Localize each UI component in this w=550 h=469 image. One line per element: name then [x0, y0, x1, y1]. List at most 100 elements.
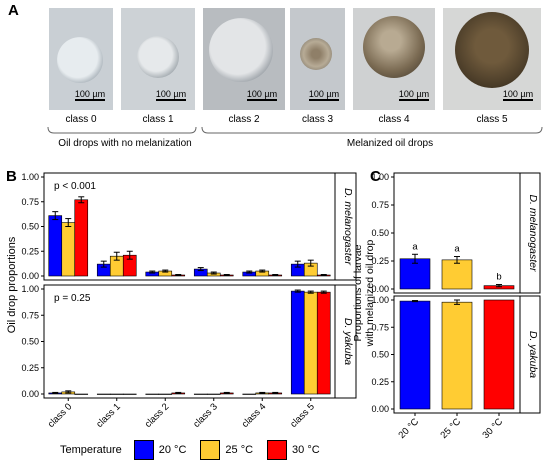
panel-b-facet-2-ytick-label: 0.75 — [21, 310, 39, 320]
panel-b-facet-2-bar — [145, 393, 160, 395]
panel-c-facet-1-significance-letter: a — [412, 241, 418, 252]
panel-b-facet-2-bar — [109, 393, 124, 395]
panel-b-xtick-label: class 0 — [46, 401, 75, 430]
panel-b-facet-2-ytick-label: 0.00 — [21, 389, 39, 399]
panel-c-facet-2-strip-label: D. yakuba — [527, 331, 539, 378]
image-label-class-4: class 4 — [378, 114, 410, 125]
panel-b-facet-2-bar — [242, 393, 257, 395]
panel-c-facet-2-ytick-label: 1.00 — [371, 295, 389, 305]
legend-item-20c: 20 °C — [133, 440, 186, 460]
legend-title: Temperature — [60, 444, 122, 456]
panel-b-facet-2-bar — [96, 393, 111, 395]
panel-c-facet-1-ytick-label: 0.00 — [371, 284, 389, 294]
scale-bar-class-3: 100 µm — [308, 89, 340, 101]
legend-swatch — [133, 440, 154, 460]
panel-c-facet-1-bar — [399, 258, 431, 290]
image-label-class-0: class 0 — [65, 114, 97, 125]
panel-c-ylabel: Proportions of larvaewith melanized oil … — [352, 239, 376, 347]
panel-b-facet-2-ytick-label: 0.50 — [21, 337, 39, 347]
panel-c-facet-2-ytick-label: 0.50 — [371, 350, 389, 360]
scale-bar-class-1: 100 µm — [155, 89, 187, 101]
panel-b-facet-2-ytick-label: 1.00 — [21, 284, 39, 294]
panel-b-facet-1-ytick-label: 1.00 — [21, 172, 39, 182]
panel-b-facet-2-plot-frame — [43, 284, 336, 399]
panel-c-letter: C — [370, 168, 381, 185]
legend-item-30c: 30 °C — [267, 440, 320, 460]
legend-swatch — [267, 440, 288, 460]
panel-b-facet-1-p-value: p < 0.001 — [54, 181, 96, 192]
panel-c-xtick-label: 20 °C — [396, 416, 421, 441]
panel-b-ylabel: Oil drop proportions — [6, 236, 18, 333]
panel-c-facet-1-strip-label: D. melanogaster — [527, 194, 539, 272]
panel-c-xtick-label: 25 °C — [438, 416, 463, 441]
panel-b-facet-1-bar — [61, 222, 76, 277]
legend: Temperature 20 °C 25 °C 30 °C — [60, 440, 328, 460]
panel-c-facet-2-ytick-label: 0.00 — [371, 404, 389, 414]
panel-c-facet-1-significance-letter: b — [496, 272, 501, 283]
oil-drop-image-class-4 — [353, 8, 435, 110]
panel-b-facet-2-bar — [74, 393, 89, 395]
panel-b-facet-1-plot-frame — [43, 172, 336, 281]
image-label-class-2: class 2 — [228, 114, 260, 125]
panel-b-xtick-label: class 5 — [288, 401, 317, 430]
panel-b-xtick-label: class 3 — [191, 401, 220, 430]
scale-bar-class-0: 100 µm — [74, 89, 106, 101]
panel-b-facet-1-bar — [48, 215, 63, 277]
scale-bar-class-2: 100 µm — [246, 89, 278, 101]
panel-b-facet-2-bar — [290, 290, 305, 395]
panel-b-facet-2-bar — [206, 393, 221, 395]
brace-no-melanization — [47, 126, 197, 134]
panel-b-facet-2-strip-label: D. yakuba — [342, 318, 354, 365]
panel-b-facet-1-ytick-label: 0.50 — [21, 222, 39, 232]
legend-item-25c: 25 °C — [200, 440, 253, 460]
oil-drop-image-class-1 — [121, 8, 195, 110]
panel-c-facet-2-ytick-label: 0.75 — [371, 322, 389, 332]
panel-b-facet-1-strip-label: D. melanogaster — [342, 188, 354, 266]
image-label-class-1: class 1 — [142, 114, 174, 125]
image-label-class-3: class 3 — [301, 114, 334, 125]
panel-c-facet-2-ytick-label: 0.25 — [371, 377, 389, 387]
panel-c-facet-1-ytick-label: 0.25 — [371, 256, 389, 266]
panel-c-facet-2-bar — [483, 299, 515, 410]
panel-b-letter: B — [6, 168, 17, 185]
panel-c-facet-1-ytick-label: 0.75 — [371, 200, 389, 210]
panel-b-facet-2-p-value: p = 0.25 — [54, 293, 91, 304]
panel-b-facet-2-bar — [316, 291, 331, 395]
panel-b-facet-2-bar — [193, 393, 208, 395]
panel-a-letter: A — [8, 2, 19, 19]
panel-c-facet-1-strip — [519, 172, 541, 294]
panel-b-xtick-label: class 2 — [143, 401, 172, 430]
oil-drop-image-class-2 — [203, 8, 285, 110]
panel-b-facet-1-bar — [74, 199, 89, 277]
panel-b-facet-1-ytick-label: 0.25 — [21, 246, 39, 256]
panel-b-facet-2-bar — [122, 393, 137, 395]
image-label-class-5: class 5 — [476, 114, 508, 125]
panel-b-facet-2-ytick-label: 0.25 — [21, 363, 39, 373]
panel-c-facet-1-ytick-label: 1.00 — [371, 172, 389, 182]
panel-b-facet-1-ytick-label: 0.00 — [21, 271, 39, 281]
oil-drop-image-class-3 — [290, 8, 345, 110]
panel-c-facet-2-strip — [519, 295, 541, 414]
panel-c-facet-1-significance-letter: a — [454, 244, 460, 255]
group-braces — [47, 126, 543, 134]
brace-melanized — [201, 126, 543, 134]
panel-c-facet-1-bar — [441, 259, 473, 290]
group-label-melanized: Melanized oil drops — [346, 138, 434, 149]
scale-bar-class-4: 100 µm — [398, 89, 430, 101]
scale-bar-class-5: 100 µm — [502, 89, 534, 101]
panel-b-facet-2-bar — [158, 393, 173, 395]
panel-b-xtick-label: class 4 — [240, 401, 269, 430]
panel-c-xtick-label: 30 °C — [480, 416, 505, 441]
oil-drop-image-class-5 — [443, 8, 541, 110]
legend-swatch — [200, 440, 221, 460]
panel-b-facet-2-strip — [334, 284, 357, 399]
panel-b-facet-2-bar — [303, 291, 318, 395]
oil-drop-image-class-0 — [49, 8, 113, 110]
panel-b-xtick-label: class 1 — [94, 401, 123, 430]
group-label-no-melanization: Oil drops with no melanization — [58, 138, 192, 149]
panel-b-facet-1-ytick-label: 0.75 — [21, 197, 39, 207]
panel-b-facet-1-strip — [334, 172, 357, 281]
panel-c-facet-2-bar — [441, 301, 473, 410]
panel-c-facet-2-bar — [399, 300, 431, 410]
